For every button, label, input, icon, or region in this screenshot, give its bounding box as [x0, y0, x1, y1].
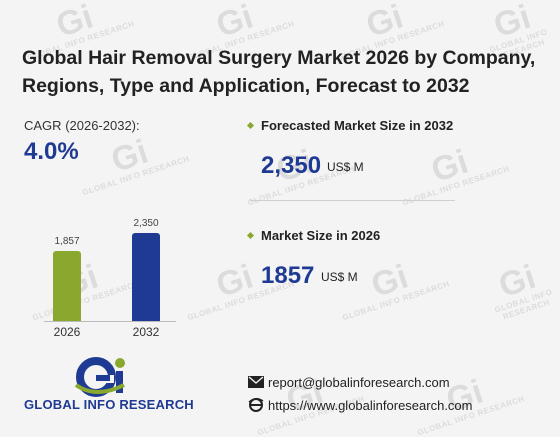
brand-logo-text: GLOBAL INFO RESEARCH: [24, 397, 194, 412]
cagr-label-text: CAGR: [24, 118, 62, 133]
bullet-icon: [246, 231, 255, 240]
stats-divider: [250, 200, 455, 201]
chart-category-label-2026: 2026: [53, 325, 81, 339]
bullet-icon: [246, 121, 255, 130]
chart-category-label-2032: 2032: [132, 325, 160, 339]
envelope-icon: [248, 376, 264, 388]
contact-email[interactable]: report@globalinforesearch.com: [268, 375, 450, 390]
current-value: 1857: [261, 262, 315, 289]
brand-logo: GLOBAL INFO RESEARCH: [24, 355, 194, 415]
cagr-label: CAGR (2026-2032):: [24, 118, 140, 133]
chart-baseline: [44, 321, 176, 322]
current-label: Market Size in 2026: [261, 228, 381, 243]
chart-data-label-2026: 1,857: [54, 236, 80, 247]
forecast-unit: US$ M: [327, 160, 364, 174]
forecast-value: 2,350: [261, 152, 322, 179]
current-unit: US$ M: [321, 270, 358, 284]
report-title: Global Hair Removal Surgery Market 2026 …: [22, 47, 536, 97]
cagr-value: 4.0%: [24, 138, 79, 165]
forecast-label: Forecasted Market Size in 2032: [261, 118, 454, 133]
globe-e-icon: [248, 398, 264, 412]
chart-bar-2032: [132, 233, 160, 321]
gi-logo-icon: [74, 357, 125, 397]
contact-website[interactable]: https://www.globalinforesearch.com: [268, 398, 473, 413]
cagr-period: (2026-2032):: [65, 118, 140, 133]
chart-data-label-2032: 2,350: [133, 218, 159, 229]
chart-bar-2026: [53, 251, 81, 321]
market-size-bar-chart: 1,857 2026 2,350 2032: [30, 205, 190, 345]
